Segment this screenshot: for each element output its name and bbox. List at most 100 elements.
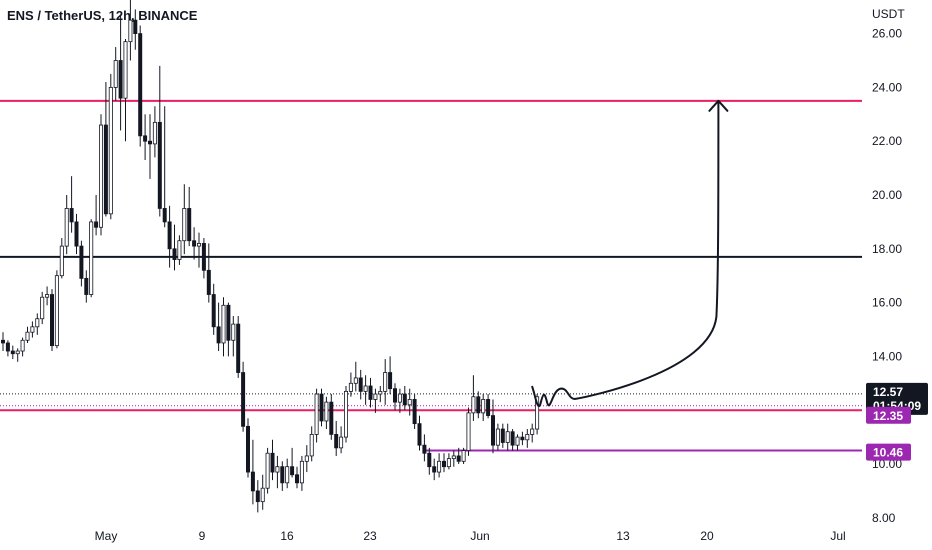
candle-70 (343, 385, 348, 443)
candle-83 (407, 388, 412, 416)
candle-93 (456, 447, 461, 464)
candle-5 (25, 326, 30, 343)
candle-8 (40, 291, 45, 325)
price-tag-10.46: 10.46 (866, 443, 911, 461)
candle-22 (108, 73, 113, 220)
candle-94 (461, 447, 466, 464)
candle-body (466, 412, 471, 451)
candle-body (368, 385, 373, 400)
candle-24 (118, 14, 123, 131)
currency-label: USDT (872, 7, 905, 21)
candle-body (162, 208, 167, 223)
candle-body (432, 466, 437, 473)
candle-64 (314, 388, 319, 443)
candle-59 (290, 447, 295, 478)
candle-body (30, 326, 35, 333)
candle-body (196, 243, 201, 247)
candle-body (216, 326, 221, 344)
candle-body (285, 466, 290, 484)
candle-body (388, 372, 393, 390)
candle-body (94, 221, 99, 228)
candle-body (280, 466, 285, 484)
candle-body (304, 455, 309, 462)
candle-44 (216, 302, 221, 352)
candle-body (461, 450, 466, 462)
candle-body (275, 466, 280, 473)
candle-body (40, 296, 45, 320)
candle-body (525, 434, 530, 441)
candle-33 (162, 106, 167, 228)
candle-38 (187, 186, 192, 247)
candle-102 (500, 423, 505, 448)
candle-body (226, 304, 231, 341)
candle-52 (255, 480, 260, 513)
candle-85 (417, 415, 422, 451)
candle-body (192, 240, 197, 247)
candle-20 (99, 114, 104, 236)
candle-84 (412, 394, 417, 430)
candle-82 (402, 385, 407, 411)
candle-body (143, 135, 148, 142)
candle-body (481, 399, 486, 414)
candle-15 (74, 213, 79, 255)
candle-body (520, 436, 525, 441)
candle-106 (520, 431, 525, 446)
candle-body (412, 399, 417, 425)
candle-53 (260, 474, 265, 510)
candle-body (378, 390, 383, 395)
candle-body (343, 390, 348, 438)
candle-11 (54, 270, 59, 349)
candle-body (74, 221, 79, 247)
candle-98 (481, 394, 486, 421)
candle-76 (373, 388, 378, 413)
candle-body (358, 377, 363, 392)
drawing-annotation (531, 99, 729, 408)
candle-21 (103, 82, 108, 217)
candle-50 (245, 418, 250, 478)
candle-body (505, 431, 510, 443)
candle-2 (10, 345, 15, 360)
candle-body (294, 474, 299, 484)
candle-101 (495, 423, 500, 451)
candle-104 (510, 429, 515, 451)
candle-body (397, 393, 402, 403)
candle-body (510, 431, 515, 446)
candle-49 (241, 361, 246, 432)
x-tick-label: Jun (470, 529, 489, 543)
candle-body (10, 350, 15, 355)
candle-body (201, 243, 206, 271)
candle-body (236, 323, 241, 373)
candle-10 (50, 289, 55, 352)
candle-body (339, 436, 344, 449)
candle-43 (211, 283, 216, 335)
candle-body (59, 245, 64, 277)
candle-body (113, 60, 118, 88)
candle-95 (466, 407, 471, 456)
candle-body (128, 19, 133, 43)
candle-51 (250, 439, 255, 505)
candle-29 (143, 114, 148, 161)
candle-body (441, 460, 446, 468)
candle-3 (15, 348, 20, 362)
candle-23 (113, 47, 118, 101)
candle-body (250, 471, 255, 492)
price-tag-bg (866, 406, 911, 424)
candle-body (383, 372, 388, 392)
x-tick-label: 9 (199, 529, 206, 543)
candle-body (64, 208, 69, 247)
candle-body (500, 428, 505, 443)
candle-body (515, 436, 520, 446)
candle-body (123, 41, 128, 99)
candle-77 (378, 385, 383, 403)
candle-100 (490, 399, 495, 454)
candle-14 (69, 176, 74, 233)
candle-body (157, 121, 162, 209)
candle-body (402, 393, 407, 406)
candle-47 (231, 316, 236, 357)
candle-body (471, 396, 476, 414)
candle-90 (441, 453, 446, 473)
candle-12 (59, 238, 64, 279)
candle-68 (334, 420, 339, 456)
